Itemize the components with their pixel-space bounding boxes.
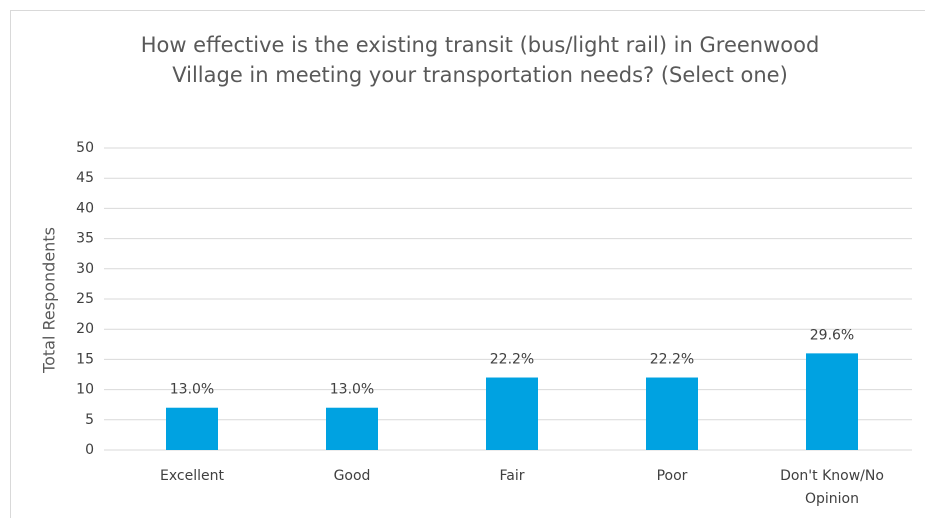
y-tick-label: 10 (76, 382, 94, 398)
x-tick-label: Poor (656, 468, 688, 484)
x-tick-label: Good (333, 468, 371, 484)
data-label: 22.2% (650, 352, 694, 368)
x-tick-label: Fair (499, 468, 525, 484)
chart-frame (10, 10, 925, 518)
bar (166, 407, 218, 450)
bar (646, 377, 698, 450)
y-tick-label: 50 (76, 140, 94, 156)
data-label: 13.0% (170, 382, 214, 398)
y-tick-label: 45 (76, 170, 94, 186)
y-tick-label: 5 (85, 412, 94, 428)
y-axis-label: Total Respondents (40, 227, 59, 374)
bar (806, 353, 858, 450)
y-tick-label: 15 (76, 351, 94, 367)
y-tick-label: 30 (76, 261, 94, 277)
x-tick-label: Don't Know/No Opinion (780, 468, 884, 507)
y-tick-label: 25 (76, 291, 94, 307)
data-label: 22.2% (490, 352, 534, 368)
chart-title: How effective is the existing transit (b… (140, 33, 820, 87)
bar (326, 407, 378, 450)
y-tick-label: 40 (76, 200, 94, 216)
y-tick-label: 0 (85, 442, 94, 458)
x-tick-label: Excellent (160, 468, 224, 484)
data-label: 13.0% (330, 382, 374, 398)
y-tick-label: 35 (76, 231, 94, 247)
y-tick-label: 20 (76, 321, 94, 337)
bar (486, 377, 538, 450)
data-label: 29.6% (810, 327, 854, 343)
